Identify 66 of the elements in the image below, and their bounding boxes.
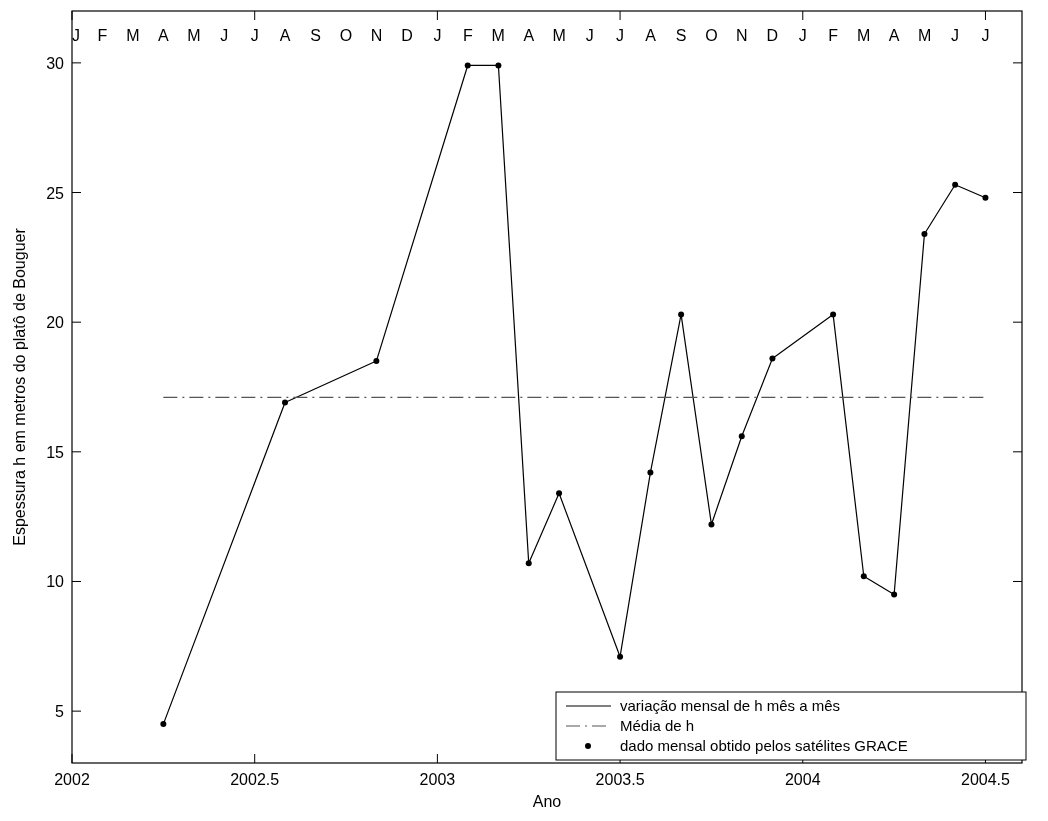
- point: [738, 433, 745, 440]
- annotation: J: [433, 27, 442, 44]
- annotation: D: [401, 27, 413, 44]
- annotation: J: [981, 27, 990, 44]
- annotation: M: [491, 27, 505, 44]
- annotation: J: [951, 27, 960, 44]
- point: [952, 181, 959, 188]
- legend-label: Média de h: [620, 717, 695, 734]
- y-tick-label: 30: [46, 54, 65, 72]
- y-tick-label: 15: [46, 443, 65, 461]
- y-tick-label: 25: [46, 184, 65, 202]
- y-axis-title: Espessura h em metros do platô de Bouguer: [11, 227, 28, 546]
- annotation: O: [339, 27, 353, 44]
- x-tick-label: 2004: [784, 771, 821, 788]
- point: [708, 521, 715, 528]
- point: [495, 62, 502, 69]
- point: [830, 311, 837, 318]
- point: [556, 490, 563, 497]
- y-tick-label: 5: [55, 703, 65, 721]
- point: [769, 355, 776, 362]
- point: [464, 62, 471, 69]
- point: [617, 653, 624, 660]
- annotation: A: [523, 27, 535, 44]
- annotation: J: [798, 27, 807, 44]
- annotation: N: [370, 27, 383, 44]
- point: [282, 399, 289, 406]
- annotation: S: [675, 27, 687, 44]
- annotation: A: [279, 27, 291, 44]
- legend-label: dado mensal obtido pelos satélites GRACE: [620, 737, 908, 754]
- annotation: A: [158, 27, 170, 44]
- point: [647, 469, 654, 476]
- point: [373, 358, 380, 365]
- point: [678, 311, 685, 318]
- annotation: O: [705, 27, 718, 44]
- annotation: A: [888, 27, 900, 44]
- x-tick-label: 2002: [54, 771, 90, 788]
- legend-label: variação mensal de h mês a mês: [620, 697, 841, 714]
- point: [891, 591, 898, 598]
- annotation: D: [766, 27, 779, 44]
- annotation: F: [97, 27, 108, 44]
- annotation: J: [616, 27, 625, 44]
- x-tick-label: 2002.5: [230, 771, 280, 788]
- annotation: N: [736, 27, 748, 44]
- x-tick-label: 2003.5: [595, 771, 645, 788]
- annotation: J: [220, 27, 229, 44]
- annotation: J: [585, 27, 594, 44]
- point: [982, 194, 989, 201]
- annotation: M: [857, 27, 871, 44]
- x-tick-label: 2004.5: [960, 771, 1011, 788]
- annotation: S: [310, 27, 321, 44]
- point: [921, 231, 928, 238]
- annotation: F: [828, 27, 839, 44]
- annotation: M: [187, 27, 201, 44]
- annotation: A: [645, 27, 657, 44]
- point: [525, 560, 532, 567]
- x-tick-label: 2003: [419, 771, 456, 788]
- point: [860, 573, 867, 580]
- x-axis-title: Ano: [532, 793, 562, 810]
- y-tick-label: 20: [46, 314, 65, 332]
- annotation: M: [552, 27, 566, 44]
- annotation: M: [917, 27, 932, 44]
- y-tick-label: 10: [46, 573, 65, 591]
- point: [160, 721, 167, 728]
- annotation: J: [250, 27, 259, 44]
- annotation: M: [126, 27, 140, 44]
- annotation: F: [462, 27, 473, 44]
